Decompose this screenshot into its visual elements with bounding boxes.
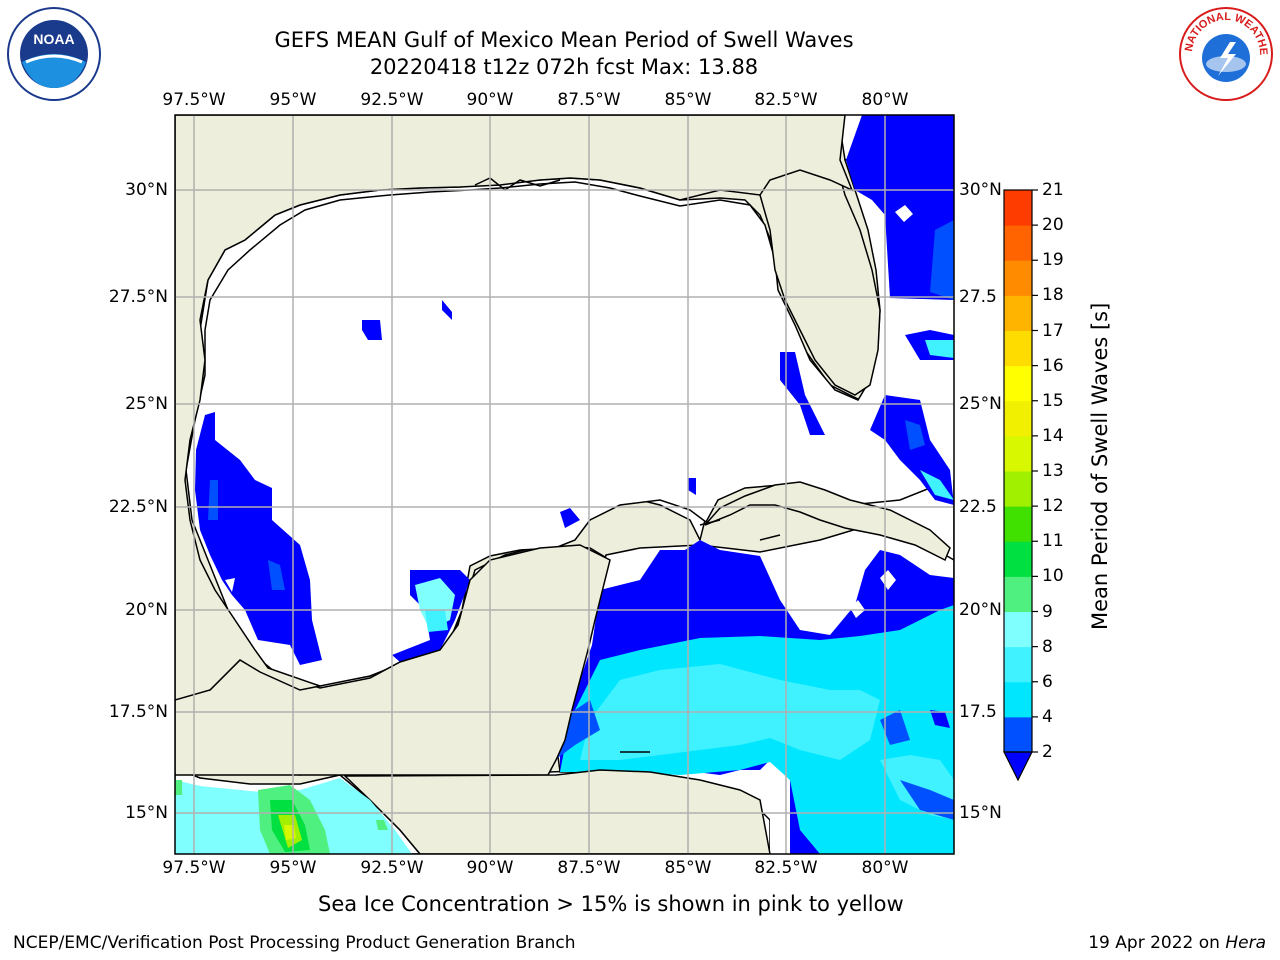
map-frame	[174, 114, 955, 855]
lon-tick-bottom: 87.5°W	[557, 858, 621, 878]
colorbar-segment	[1004, 646, 1032, 683]
lon-tick-top: 87.5°W	[557, 90, 621, 110]
lat-tick-right: 30°N	[959, 180, 1002, 200]
colorbar-segment	[1004, 260, 1032, 296]
nws-logo-icon: NATIONAL WEATHER SERVICE	[1174, 0, 1273, 101]
graticule	[175, 115, 954, 854]
lat-tick-left: 30°N	[125, 180, 168, 200]
lon-tick-top: 85°W	[664, 90, 712, 110]
colorbar-tick-label: 14	[1042, 425, 1064, 446]
lon-tick-bottom: 95°W	[269, 858, 317, 878]
lat-tick-left: 17.5°N	[108, 702, 168, 722]
colorbar-tick-label: 18	[1042, 285, 1064, 306]
colorbar-segment	[1004, 576, 1032, 612]
colorbar-segment	[1004, 225, 1032, 261]
lon-tick-top: 80°W	[861, 90, 909, 110]
colorbar-tick-label: 4	[1042, 706, 1053, 727]
colorbar-segment	[1004, 365, 1032, 402]
colorbar-segment	[1004, 506, 1032, 542]
colorbar-tick-label: 9	[1042, 601, 1053, 622]
lat-tick-right: 22.5	[959, 497, 997, 517]
lon-tick-top: 92.5°W	[360, 90, 424, 110]
colorbar-tick-label: 12	[1042, 496, 1064, 517]
colorbar-tick-label: 21	[1042, 180, 1064, 200]
lon-tick-top: 97.5°W	[162, 90, 226, 110]
colorbar-segment	[1004, 295, 1032, 331]
colorbar	[1003, 189, 1038, 782]
swell-contours	[175, 115, 954, 854]
lat-tick-right: 20°N	[959, 600, 1002, 620]
colorbar-tick-label: 15	[1042, 390, 1064, 411]
colorbar-segment	[1004, 611, 1032, 648]
colorbar-segment	[1004, 681, 1032, 718]
lon-tick-bottom: 92.5°W	[360, 858, 424, 878]
footer-credit: NCEP/EMC/Verification Post Processing Pr…	[13, 933, 576, 953]
colorbar-tick-label: 19	[1042, 250, 1064, 271]
nws-logo: NATIONAL WEATHER SERVICE	[1174, 0, 1274, 102]
colorbar-tick-label: 16	[1042, 355, 1064, 376]
lat-tick-left: 22.5°N	[108, 497, 168, 517]
lat-tick-right: 27.5	[959, 287, 997, 307]
coastline-detail	[474, 177, 781, 753]
colorbar-tick-label: 11	[1042, 531, 1064, 552]
footer-machine: Hera	[1225, 933, 1266, 953]
colorbar-tick-label: 6	[1042, 671, 1053, 692]
noaa-logo: NOAA	[6, 6, 102, 102]
colorbar-segment	[1004, 471, 1032, 507]
cuba-island	[704, 481, 951, 562]
colorbar-tick-label: 20	[1042, 215, 1064, 236]
lat-tick-left: 25°N	[125, 394, 168, 414]
lon-tick-bottom: 97.5°W	[162, 858, 226, 878]
colorbar-segment	[1004, 330, 1032, 367]
colorbar-segment	[1004, 400, 1032, 437]
colorbar-tick-label: 10	[1042, 566, 1064, 587]
lon-tick-top: 95°W	[269, 90, 317, 110]
colorbar-segment	[1004, 435, 1032, 472]
colorbar-tick-label: 8	[1042, 636, 1053, 657]
mexico-land	[175, 115, 854, 701]
central-america-land	[343, 769, 771, 854]
lon-tick-bottom: 85°W	[664, 858, 712, 878]
colorbar-segment	[1004, 716, 1032, 753]
footer-date: 19 Apr 2022 on Hera	[1088, 932, 1266, 954]
chart-subtitle: 20220418 t12z 072h fcst Max: 13.88	[369, 55, 759, 79]
lon-tick-bottom: 90°W	[466, 858, 514, 878]
footer-date-text: 19 Apr 2022 on	[1088, 933, 1226, 953]
lat-tick-left: 20°N	[125, 600, 168, 620]
chart-title: GEFS MEAN Gulf of Mexico Mean Period of …	[274, 28, 854, 52]
colorbar-tick-label: 2	[1042, 742, 1053, 762]
lon-tick-top: 82.5°W	[754, 90, 818, 110]
colorbar-tick-label: 17	[1042, 320, 1064, 341]
colorbar-segment	[1004, 541, 1032, 577]
lat-tick-right: 17.5	[959, 702, 997, 722]
colorbar-segment	[1004, 190, 1032, 226]
lon-tick-bottom: 80°W	[861, 858, 909, 878]
lat-tick-left: 27.5°N	[108, 287, 168, 307]
lon-tick-bottom: 82.5°W	[754, 858, 818, 878]
lon-tick-top: 90°W	[466, 90, 514, 110]
colorbar-under-arrow	[1003, 751, 1033, 782]
lat-tick-left: 15°N	[125, 803, 168, 823]
lat-tick-right: 25°N	[959, 394, 1002, 414]
colorbar-label: Mean Period of Swell Waves [s]	[1088, 302, 1112, 630]
noaa-logo-text: NOAA	[33, 31, 74, 47]
noaa-logo-icon: NOAA	[7, 7, 101, 101]
sea-ice-caption: Sea Ice Concentration > 15% is shown in …	[318, 892, 904, 916]
colorbar-tick-label: 13	[1042, 461, 1064, 481]
lat-tick-right: 15°N	[959, 803, 1002, 823]
